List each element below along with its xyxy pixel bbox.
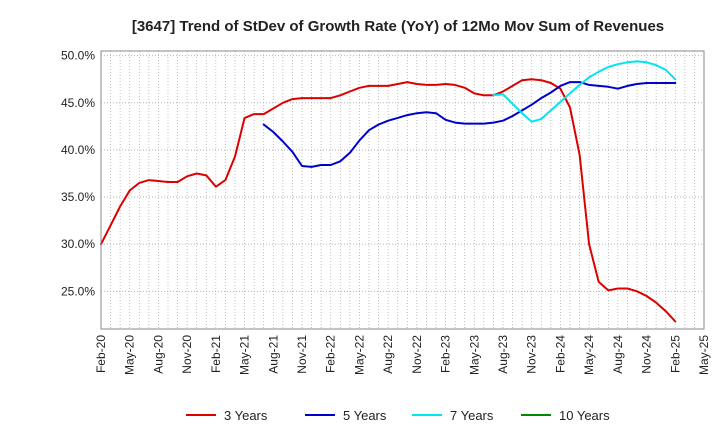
x-tick-label: Feb-22 [324,335,338,373]
y-tick-label: 45.0% [61,96,95,110]
legend: 3 Years 5 Years 7 Years 10 Years [186,408,610,423]
legend-item-3-years: 3 Years [186,408,268,423]
legend-item-10-years: 10 Years [521,408,610,423]
x-tick-label: May-24 [582,335,596,375]
y-tick-label: 35.0% [61,190,95,204]
x-tick-label: Feb-20 [94,335,108,373]
series-line-7-years [492,60,677,123]
x-tick-label: Nov-24 [640,335,654,374]
y-tick-label: 40.0% [61,143,95,157]
y-axis-ticks: 25.0% 30.0% 35.0% 40.0% 45.0% 50.0% [61,49,95,299]
y-tick-label: 25.0% [61,284,95,298]
plot-frame [100,50,705,330]
x-tick-label: May-21 [238,335,252,375]
grid [100,51,705,329]
x-tick-label: May-22 [352,335,366,375]
legend-label: 10 Years [559,408,610,423]
series-line-3-years [100,78,677,323]
legend-item-5-years: 5 Years [305,408,387,423]
x-tick-label: May-23 [467,335,481,375]
y-tick-label: 50.0% [61,49,95,63]
legend-label: 3 Years [224,408,268,423]
x-tick-label: Nov-23 [525,335,539,374]
y-tick-label: 30.0% [61,237,95,251]
x-tick-label: Feb-25 [668,335,682,373]
x-tick-label: Aug-23 [496,335,510,374]
x-tick-label: Nov-22 [410,335,424,374]
x-tick-label: Feb-21 [209,335,223,373]
series-line-5-years [262,81,677,168]
x-tick-label: Feb-24 [553,335,567,373]
legend-label: 7 Years [450,408,494,423]
x-tick-label: Feb-23 [439,335,453,373]
x-tick-label: Aug-20 [151,335,165,374]
x-tick-label: Aug-24 [611,335,625,374]
x-tick-label: May-25 [697,335,711,375]
x-tick-label: Nov-21 [295,335,309,374]
chart-title: [3647] Trend of StDev of Growth Rate (Yo… [132,18,664,35]
legend-item-7-years: 7 Years [412,408,494,423]
x-tick-label: Nov-20 [180,335,194,374]
legend-label: 5 Years [343,408,387,423]
series-group [100,60,677,323]
x-tick-label: May-20 [123,335,137,375]
x-tick-label: Aug-22 [381,335,395,374]
x-tick-label: Aug-21 [266,335,280,374]
x-axis-ticks: Feb-20 May-20 Aug-20 Nov-20 Feb-21 May-21 Aug-… [94,335,711,375]
